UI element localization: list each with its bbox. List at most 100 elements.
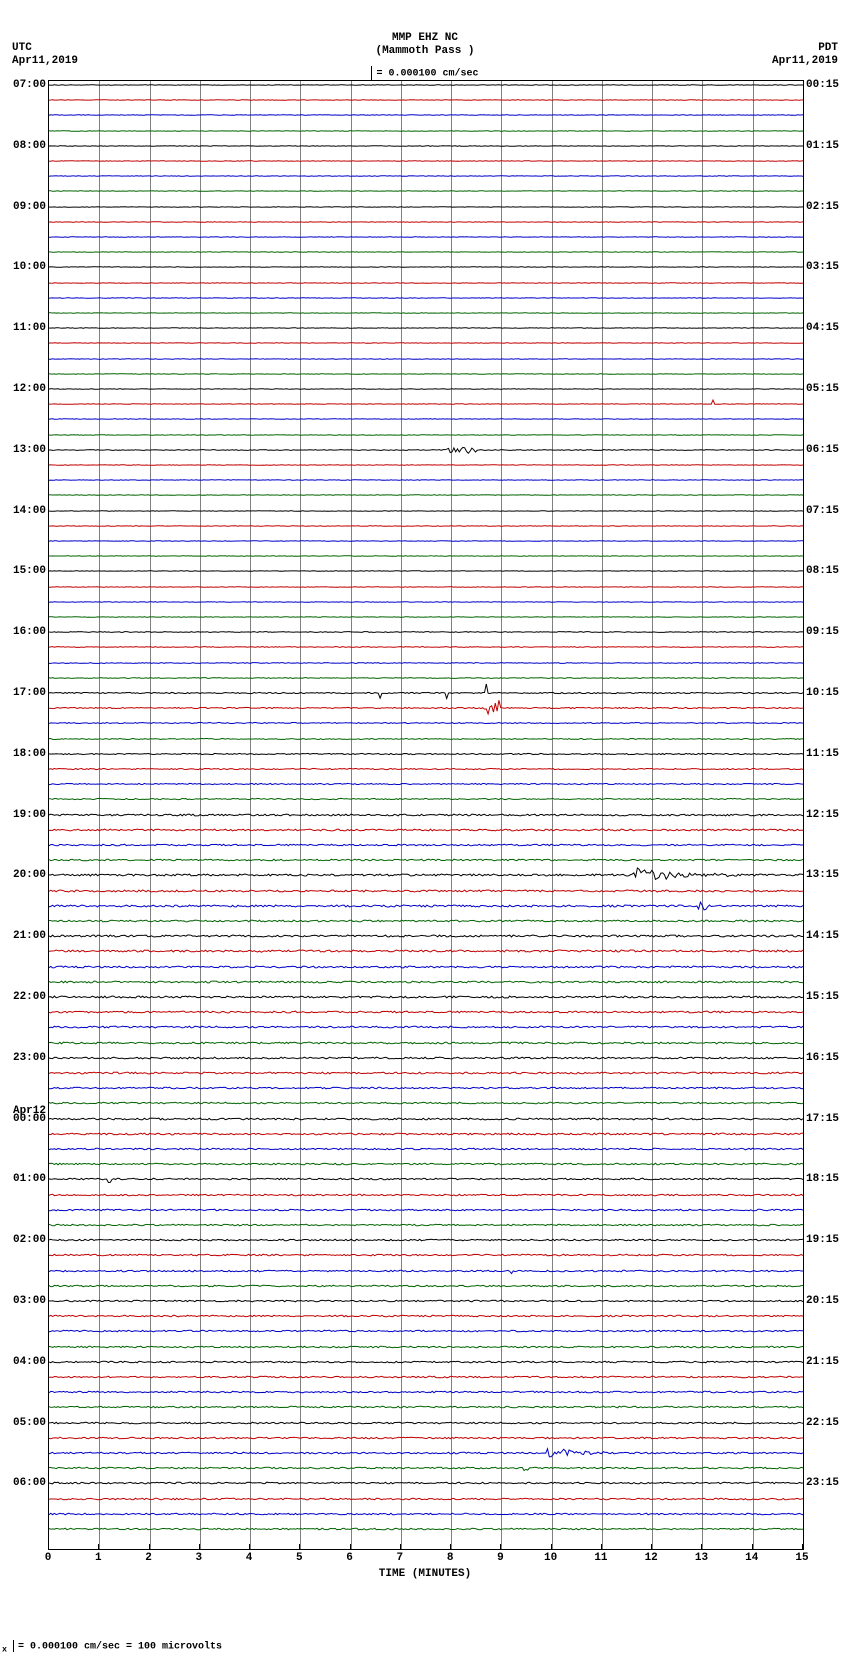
seismic-trace: [49, 131, 803, 161]
x-tick-mark: [249, 1544, 250, 1550]
seismic-trace: [49, 435, 803, 465]
pdt-hour-label: 00:15: [806, 79, 839, 91]
seismic-trace: [49, 420, 803, 450]
x-tick-mark: [601, 1544, 602, 1550]
seismic-trace: [49, 952, 803, 982]
x-tick-label: 13: [695, 1552, 708, 1564]
seismic-trace: [49, 860, 803, 890]
seismic-trace: [49, 997, 803, 1027]
seismic-trace: [49, 982, 803, 1012]
seismic-trace: [49, 784, 803, 814]
scale-bar-icon: [13, 1640, 14, 1652]
page: UTC Apr11,2019 PDT Apr11,2019 MMP EHZ NC…: [0, 0, 850, 1655]
seismic-trace: [49, 891, 803, 921]
pdt-hour-label: 11:15: [806, 748, 839, 760]
seismic-trace: [49, 708, 803, 738]
seismic-trace: [49, 1271, 803, 1301]
x-tick-mark: [752, 1544, 753, 1550]
seismic-trace: [49, 602, 803, 632]
utc-hour-label: 13:00: [13, 444, 46, 456]
utc-hour-label: 19:00: [13, 809, 46, 821]
pdt-hour-label: 19:15: [806, 1234, 839, 1246]
seismic-trace: [49, 1104, 803, 1134]
seismic-trace: [49, 1347, 803, 1377]
seismic-trace: [49, 207, 803, 237]
seismic-trace: [49, 1332, 803, 1362]
seismic-trace: [49, 1484, 803, 1514]
seismic-trace: [49, 1164, 803, 1194]
seismic-trace: [49, 116, 803, 146]
pdt-hour-label: 07:15: [806, 505, 839, 517]
x-tick-label: 9: [497, 1552, 504, 1564]
seismic-trace: [49, 1210, 803, 1240]
pdt-hour-label: 15:15: [806, 991, 839, 1003]
seismic-trace: [49, 632, 803, 662]
pdt-hour-label: 06:15: [806, 444, 839, 456]
seismic-trace: [49, 724, 803, 754]
seismic-trace: [49, 450, 803, 480]
seismic-trace: [49, 1377, 803, 1407]
x-tick-mark: [802, 1544, 803, 1550]
x-axis: TIME (MINUTES) 0123456789101112131415: [48, 1550, 802, 1590]
utc-hour-label: 21:00: [13, 930, 46, 942]
seismic-trace: [49, 85, 803, 115]
x-tick-mark: [551, 1544, 552, 1550]
grid-line: [602, 81, 603, 1549]
pdt-hour-label: 14:15: [806, 930, 839, 942]
x-tick-label: 14: [745, 1552, 758, 1564]
grid-line: [250, 81, 251, 1549]
helicorder-plot: 07:0000:1508:0001:1509:0002:1510:0003:15…: [48, 80, 804, 1550]
seismic-trace: [49, 359, 803, 389]
utc-hour-label: 03:00: [13, 1295, 46, 1307]
utc-hour-label: 10:00: [13, 261, 46, 273]
seismic-trace: [49, 845, 803, 875]
seismic-trace: [49, 1438, 803, 1468]
x-tick-mark: [651, 1544, 652, 1550]
seismic-trace: [49, 1408, 803, 1438]
seismic-trace: [49, 1149, 803, 1179]
pdt-hour-label: 22:15: [806, 1417, 839, 1429]
x-tick-label: 15: [795, 1552, 808, 1564]
seismic-trace: [49, 283, 803, 313]
seismic-trace: [49, 678, 803, 708]
seismic-trace: [49, 252, 803, 282]
seismic-trace: [49, 739, 803, 769]
seismic-trace: [49, 541, 803, 571]
x-tick-label: 12: [645, 1552, 658, 1564]
scale-bar-icon: [371, 66, 372, 80]
seismic-trace: [49, 1180, 803, 1210]
scale-indicator: = 0.000100 cm/sec: [0, 66, 850, 80]
grid-line: [150, 81, 151, 1549]
x-tick-label: 3: [195, 1552, 202, 1564]
seismic-trace: [49, 496, 803, 526]
pdt-hour-label: 21:15: [806, 1356, 839, 1368]
seismic-trace: [49, 556, 803, 586]
pdt-hour-label: 08:15: [806, 565, 839, 577]
plot-wrap: 07:0000:1508:0001:1509:0002:1510:0003:15…: [48, 80, 802, 1590]
pdt-hour-label: 10:15: [806, 687, 839, 699]
x-tick-label: 2: [145, 1552, 152, 1564]
seismic-trace: [49, 1240, 803, 1270]
x-axis-label: TIME (MINUTES): [48, 1568, 802, 1580]
grid-line: [552, 81, 553, 1549]
seismic-trace: [49, 1468, 803, 1498]
seismic-trace: [49, 1286, 803, 1316]
x-tick-label: 6: [346, 1552, 353, 1564]
utc-hour-label: 12:00: [13, 383, 46, 395]
seismic-trace: [49, 663, 803, 693]
grid-line: [351, 81, 352, 1549]
seismic-trace: [49, 693, 803, 723]
grid-line: [753, 81, 754, 1549]
footer: x = 0.000100 cm/sec = 100 microvolts: [0, 1640, 850, 1655]
x-tick-label: 1: [95, 1552, 102, 1564]
header: UTC Apr11,2019 PDT Apr11,2019 MMP EHZ NC…: [0, 0, 850, 80]
pdt-hour-label: 13:15: [806, 869, 839, 881]
seismic-trace: [49, 1392, 803, 1422]
seismic-trace: [49, 268, 803, 298]
station-title: MMP EHZ NC: [0, 32, 850, 44]
grid-line: [300, 81, 301, 1549]
seismic-trace: [49, 344, 803, 374]
seismic-trace: [49, 1499, 803, 1529]
seismic-trace: [49, 1195, 803, 1225]
seismic-trace: [49, 161, 803, 191]
